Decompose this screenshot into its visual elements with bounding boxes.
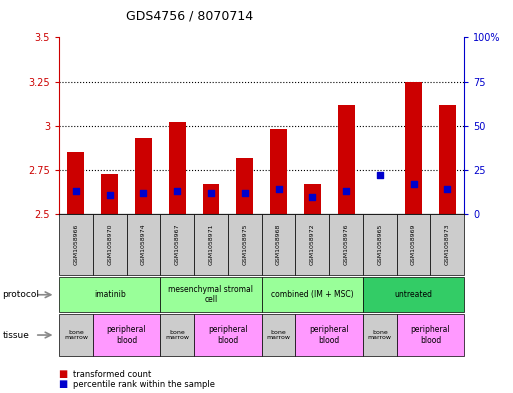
Text: protocol: protocol — [3, 290, 40, 299]
Text: GSM1058973: GSM1058973 — [445, 224, 450, 265]
Text: bone
marrow: bone marrow — [165, 330, 189, 340]
Text: imatinib: imatinib — [94, 290, 126, 299]
Point — [106, 191, 114, 198]
Point — [72, 188, 80, 194]
Text: mesenchymal stromal
cell: mesenchymal stromal cell — [168, 285, 253, 305]
Text: peripheral
blood: peripheral blood — [309, 325, 349, 345]
Point — [409, 181, 418, 187]
Point — [376, 172, 384, 178]
Point — [173, 188, 181, 194]
Bar — [101, 174, 118, 214]
Point — [443, 186, 451, 193]
Bar — [439, 105, 456, 214]
Text: GSM1058970: GSM1058970 — [107, 224, 112, 265]
Bar — [135, 138, 152, 214]
Point — [274, 186, 283, 193]
Text: tissue: tissue — [3, 331, 29, 340]
Text: peripheral
blood: peripheral blood — [107, 325, 146, 345]
Bar — [67, 152, 84, 214]
Text: untreated: untreated — [394, 290, 432, 299]
Text: bone
marrow: bone marrow — [64, 330, 88, 340]
Text: GSM1058967: GSM1058967 — [175, 224, 180, 265]
Bar — [236, 158, 253, 214]
Text: GSM1058965: GSM1058965 — [378, 224, 382, 265]
Text: combined (IM + MSC): combined (IM + MSC) — [271, 290, 353, 299]
Point — [207, 190, 215, 196]
Bar — [203, 184, 220, 214]
Text: GSM1058966: GSM1058966 — [73, 224, 78, 265]
Text: peripheral
blood: peripheral blood — [208, 325, 248, 345]
Text: GDS4756 / 8070714: GDS4756 / 8070714 — [126, 10, 253, 23]
Text: ■: ■ — [59, 379, 71, 389]
Text: transformed count: transformed count — [73, 370, 152, 378]
Text: GSM1058968: GSM1058968 — [276, 224, 281, 265]
Bar — [304, 184, 321, 214]
Bar — [338, 105, 354, 214]
Text: GSM1058972: GSM1058972 — [310, 224, 315, 265]
Bar — [169, 122, 186, 214]
Text: GSM1058971: GSM1058971 — [208, 224, 213, 265]
Text: bone
marrow: bone marrow — [368, 330, 392, 340]
Text: GSM1058975: GSM1058975 — [242, 224, 247, 265]
Text: GSM1058976: GSM1058976 — [344, 224, 348, 265]
Text: GSM1058974: GSM1058974 — [141, 224, 146, 265]
Text: bone
marrow: bone marrow — [267, 330, 290, 340]
Bar — [270, 129, 287, 214]
Point — [241, 190, 249, 196]
Text: peripheral
blood: peripheral blood — [411, 325, 450, 345]
Point — [308, 193, 317, 200]
Text: ■: ■ — [59, 369, 71, 379]
Point — [342, 188, 350, 194]
Point — [140, 190, 148, 196]
Text: GSM1058969: GSM1058969 — [411, 224, 416, 265]
Bar — [405, 82, 422, 214]
Text: percentile rank within the sample: percentile rank within the sample — [73, 380, 215, 389]
